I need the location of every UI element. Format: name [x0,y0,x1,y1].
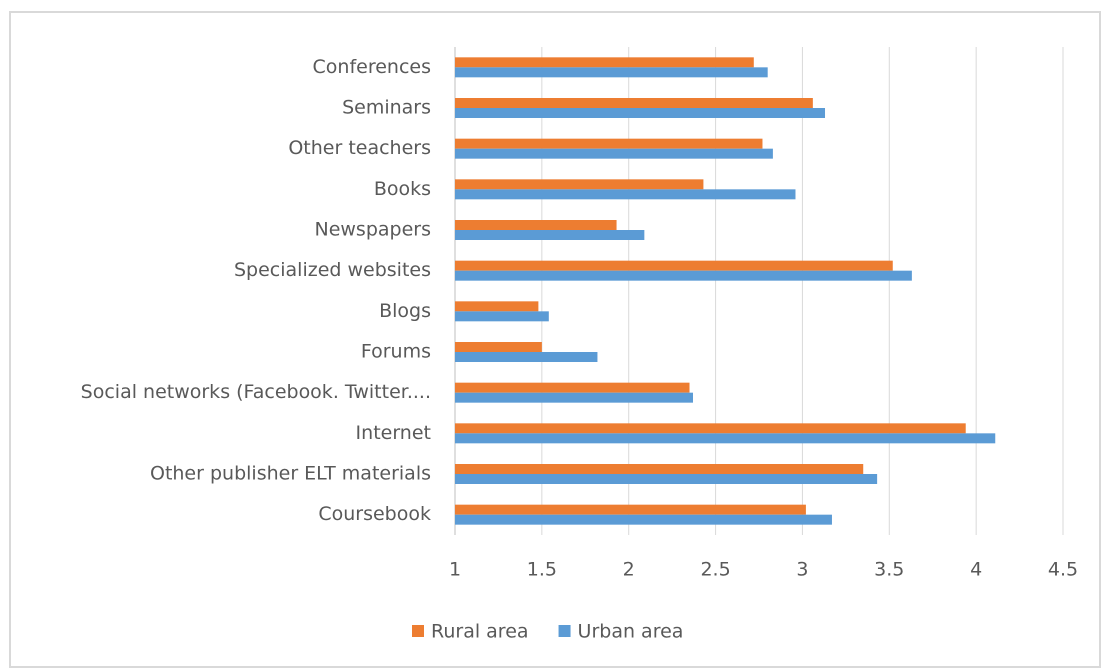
y-tick-label: Specialized websites [234,259,431,281]
chart-frame [9,11,1101,668]
x-tick-label: 3 [796,559,808,581]
legend-swatch [412,625,424,637]
bar [455,423,966,434]
y-tick-label: Social networks (Facebook. Twitter.... [81,381,431,403]
bar [455,220,617,230]
x-tick-label: 4 [970,559,982,581]
x-tick-label: 4.5 [1048,559,1078,581]
bar [455,57,754,68]
bar [455,352,598,362]
bar [455,311,549,322]
legend-label: Urban area [578,621,684,643]
y-tick-label: Seminars [342,97,431,119]
y-tick-label: Coursebook [318,503,431,525]
y-tick-label: Blogs [379,300,431,322]
x-tick-label: 3.5 [874,559,904,581]
y-tick-label: Newspapers [314,219,431,241]
bar [455,474,878,484]
bar [455,148,773,159]
legend-swatch [558,625,571,637]
bar [455,514,832,525]
bar [455,392,693,403]
bar [455,108,826,118]
bar [455,433,996,444]
bar [455,230,645,240]
y-tick-label: Other publisher ELT materials [150,463,431,485]
x-tick-label: 2.5 [700,559,730,581]
y-tick-label: Internet [356,422,431,444]
y-tick-label: Conferences [313,56,431,78]
bar [455,382,690,393]
y-tick-label: Forums [361,341,431,363]
bar [455,138,763,149]
bar [455,504,806,515]
legend-label: Rural area [431,621,529,643]
bar [455,464,864,474]
y-tick-label: Other teachers [288,137,431,159]
bar [455,301,539,312]
bar [455,342,542,352]
bar [455,189,796,200]
bar [455,260,893,271]
x-tick-label: 2 [623,559,635,581]
bar [455,270,912,281]
x-tick-label: 1.5 [527,559,557,581]
bar [455,67,768,78]
x-tick-label: 1 [449,559,461,581]
y-tick-label: Books [374,178,431,200]
bar [455,179,704,190]
bar [455,98,813,108]
